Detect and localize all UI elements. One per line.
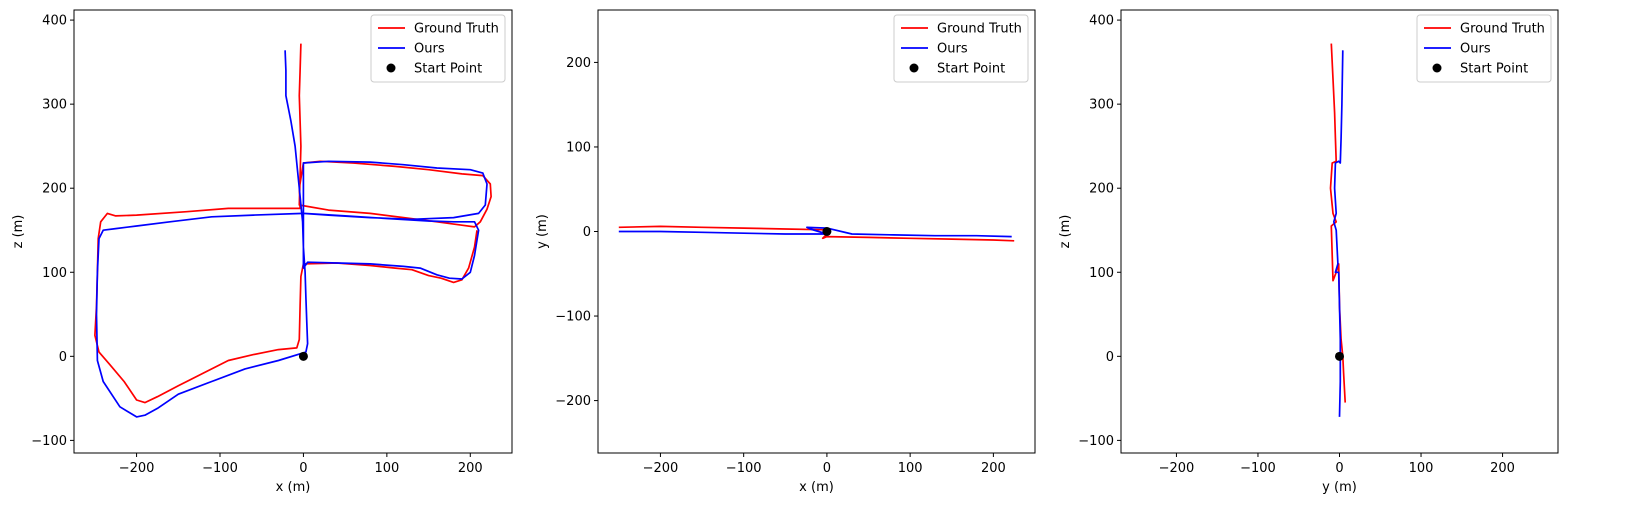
x-tick-label: −100 (726, 461, 762, 476)
start-point-marker (1335, 351, 1344, 361)
y-tick-label: −200 (555, 394, 591, 409)
x-tick-label: −100 (1240, 461, 1276, 476)
series-ground-truth-line (618, 225, 1015, 242)
legend-entry-label: Start Point (414, 62, 482, 77)
y-tick-label: 200 (1089, 182, 1114, 197)
x-tick-label: −200 (119, 461, 155, 476)
legend-box (370, 14, 506, 83)
x-tick-label: 0 (823, 461, 831, 476)
x-tick-label: 200 (458, 461, 483, 476)
legend-entry-label: Ground Truth (937, 22, 1022, 37)
y-tick-label: −100 (31, 434, 67, 449)
y-tick-label: 300 (1089, 98, 1114, 113)
series-ground-truth-line (1329, 43, 1347, 403)
axes-frame (73, 9, 513, 454)
legend-marker-start-point (386, 63, 396, 73)
legend-entry-label: Ground Truth (414, 22, 499, 37)
legend: Ground Truth Ours Start Point (893, 14, 1029, 83)
legend-entry-label: Ours (1460, 42, 1491, 57)
y-tick-label: 0 (583, 225, 591, 240)
legend: Ground Truth Ours Start Point (1416, 14, 1552, 83)
y-tick-label: 100 (42, 266, 67, 281)
y-tick-label: 0 (59, 350, 67, 365)
legend-entry-label: Ours (414, 42, 445, 57)
x-tick-label: −200 (1159, 461, 1195, 476)
chart-panel-1: −200 −100 0 100 200 −100 0 100 200 300 400 x (m) z (… (11, 9, 513, 495)
start-point-marker (822, 227, 832, 236)
series-ground-truth-line (94, 43, 492, 404)
y-tick-label: 100 (566, 140, 591, 155)
legend-marker-start-point (909, 63, 919, 73)
legend-entry-label: Ours (937, 42, 968, 57)
series-ours-line (618, 226, 1012, 238)
legend-marker-start-point (1432, 63, 1442, 73)
x-tick-label: −200 (643, 461, 679, 476)
y-tick-label: −100 (555, 310, 591, 325)
chart-panel-2: −200 −100 0 100 200 −200 −100 0 100 200 x (m) y (m)… (535, 9, 1036, 495)
y-tick-label: 400 (1089, 14, 1114, 29)
x-tick-label: 0 (299, 461, 307, 476)
x-axis-label: x (m) (799, 480, 834, 495)
legend-box (893, 14, 1029, 83)
y-tick-label: 100 (1089, 266, 1114, 281)
x-tick-label: 200 (981, 461, 1006, 476)
legend-entry-label: Start Point (1460, 62, 1528, 77)
x-axis-label: x (m) (276, 480, 311, 495)
series-ours-line (95, 50, 488, 418)
x-tick-label: 0 (1335, 461, 1343, 476)
chart-panel-3: −200 −100 0 100 200 −100 0 100 200 300 400 y (m) z (… (1058, 9, 1559, 495)
x-tick-label: 100 (1409, 461, 1434, 476)
y-tick-label: 200 (566, 56, 591, 71)
y-tick-label: 400 (42, 14, 67, 29)
y-axis-label: z (m) (1058, 215, 1073, 249)
y-tick-label: −100 (1078, 434, 1114, 449)
x-axis-label: y (m) (1322, 480, 1357, 495)
y-tick-label: 0 (1106, 350, 1114, 365)
legend: Ground Truth Ours Start Point (370, 14, 506, 83)
start-point-marker (298, 351, 308, 361)
legend-box (1416, 14, 1552, 83)
y-tick-label: 200 (42, 182, 67, 197)
y-tick-label: 300 (42, 98, 67, 113)
x-tick-label: 100 (898, 461, 923, 476)
y-axis-label: z (m) (11, 215, 26, 249)
y-axis-label: y (m) (535, 214, 550, 249)
x-tick-label: −100 (202, 461, 238, 476)
x-tick-label: 100 (374, 461, 399, 476)
legend-entry-label: Start Point (937, 62, 1005, 77)
x-tick-label: 200 (1490, 461, 1515, 476)
legend-entry-label: Ground Truth (1460, 22, 1545, 37)
series-ours-line (1332, 50, 1344, 417)
